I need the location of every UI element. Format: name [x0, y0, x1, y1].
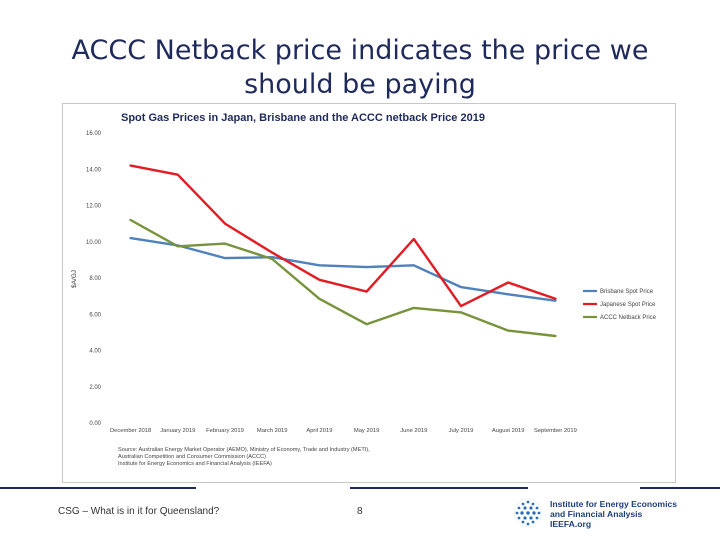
chart-title: Spot Gas Prices in Japan, Brisbane and t… [121, 112, 485, 124]
y-tick-label: 10.00 [86, 240, 102, 246]
series-line-acccnetback [129, 218, 557, 338]
series-line-japanese [129, 164, 557, 308]
footer-divider [0, 487, 196, 489]
line-chart: 0.00 2.00 4.00 6.00 8.00 10.00 12.00 14.00 16.00… [71, 131, 657, 434]
source-line: Australian Competition and Consumer Comm… [118, 454, 266, 461]
x-tick-label: February 2019 [206, 428, 244, 434]
slide-title-line1: ACCC Netback price indicates the price w… [71, 35, 649, 66]
legend-label: Japanese Spot Price [600, 302, 656, 308]
footer-divider [350, 487, 528, 489]
legend-label: Brisbane Spot Price [600, 289, 654, 295]
y-tick-label: 14.00 [86, 167, 102, 173]
footer-caption: CSG – What is in it for Queensland? [58, 506, 220, 517]
x-tick-label: March 2019 [257, 428, 288, 434]
slide-title-line2: should be paying [244, 69, 476, 100]
x-tick-label: April 2019 [306, 428, 332, 434]
x-tick-label: June 2019 [400, 428, 427, 434]
y-tick-label: 6.00 [89, 312, 101, 318]
page-number: 8 [357, 506, 363, 517]
source-note: Source: Australian Energy Market Operato… [118, 447, 370, 469]
x-tick-label: August 2019 [492, 428, 525, 434]
source-line: Source: Australian Energy Market Operato… [118, 447, 370, 453]
legend-label: ACCC Netback Price [600, 315, 657, 321]
y-tick-label: 2.00 [89, 385, 101, 391]
x-tick-label: January 2019 [160, 428, 195, 434]
globe-dots-icon [513, 498, 543, 528]
x-tick-label: December 2018 [110, 428, 151, 434]
logo-line1: Institute for Energy Economics [550, 499, 678, 509]
logo-line3: IEEFA.org [550, 519, 592, 529]
y-tick-label: 16.00 [86, 131, 102, 137]
chart-frame: 0.00 2.00 4.00 6.00 8.00 10.00 12.00 14.00 16.00… [62, 103, 676, 483]
source-line: Institute for Energy Economics and Finan… [118, 461, 272, 468]
series-line-brisbane [129, 236, 557, 302]
y-tick-label: 8.00 [89, 276, 101, 282]
logo-line2: and Financial Analysis [550, 509, 643, 519]
x-tick-label: May 2019 [354, 428, 379, 434]
y-tick-label: 12.00 [86, 204, 102, 210]
x-tick-label: September 2019 [534, 428, 577, 434]
y-tick-label: 4.00 [89, 349, 101, 355]
x-tick-label: July 2019 [449, 428, 474, 434]
slide-title: ACCC Netback price indicates the price w… [40, 34, 680, 102]
ieefa-logo: Institute for Energy Economics and Finan… [550, 499, 677, 529]
footer-divider [640, 487, 720, 489]
y-tick-label: 0.00 [89, 421, 101, 427]
y-axis-label: $A/GJ [71, 270, 78, 288]
